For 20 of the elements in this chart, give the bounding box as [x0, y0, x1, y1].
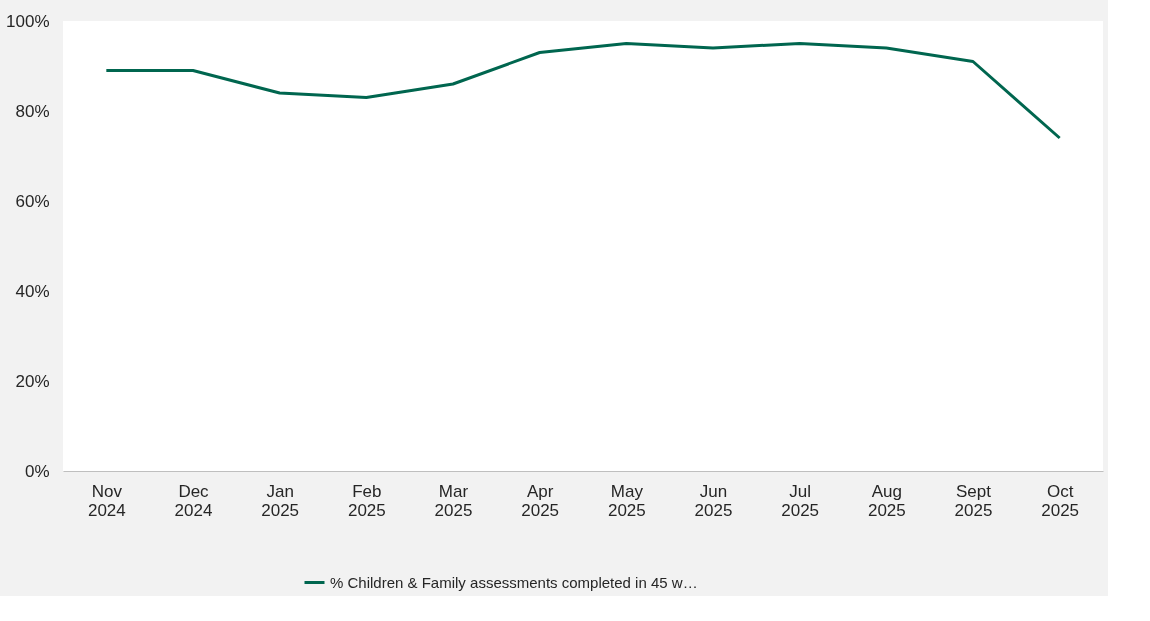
y-tick-label: 20% — [15, 371, 50, 391]
x-tick-label: Dec 2024 — [174, 481, 213, 520]
x-tick-label: May 2025 — [607, 481, 646, 520]
y-tick-label: 100% — [6, 11, 50, 31]
legend-label: % Children & Family assessments completed in 45 w… — [330, 573, 698, 591]
x-tick-label: Sept 2025 — [954, 481, 993, 520]
y-tick-label: 60% — [15, 191, 50, 211]
x-tick-label: Aug 2025 — [867, 481, 906, 520]
x-tick-label: Nov 2024 — [87, 481, 126, 520]
x-tick-label: Apr 2025 — [521, 481, 560, 520]
y-tick-label: 80% — [15, 101, 50, 121]
y-tick-label: 0% — [24, 461, 50, 481]
x-tick-label: Oct 2025 — [1041, 481, 1080, 520]
x-tick-label: Jun 2025 — [694, 481, 733, 520]
x-tick-label: Jan 2025 — [261, 481, 300, 520]
x-tick-label: Mar 2025 — [434, 481, 473, 520]
y-tick-label: 40% — [15, 281, 50, 301]
x-tick-label: Feb 2025 — [347, 481, 386, 520]
line-series — [104, 42, 1062, 140]
x-tick-label: Jul 2025 — [781, 481, 820, 520]
